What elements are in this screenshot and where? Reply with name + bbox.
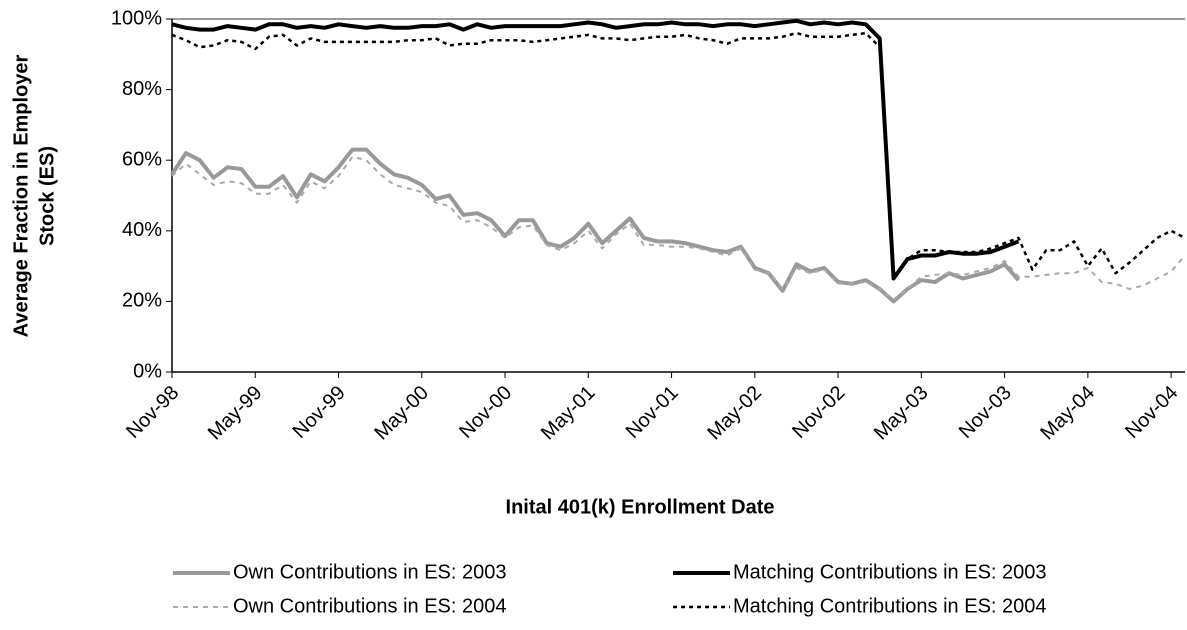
series-line	[171, 18, 1020, 281]
x-tick-label: Nov-02	[788, 382, 849, 443]
x-tick-label: Nov-03	[955, 382, 1016, 443]
x-tick-label: May-04	[1036, 382, 1099, 445]
y-tick-label: 40%	[122, 219, 162, 241]
x-tick-label: Nov-01	[622, 382, 683, 443]
y-tick-label: 80%	[122, 78, 162, 100]
legend-label: Own Contributions in ES: 2003	[233, 561, 507, 583]
y-tick-label: 100%	[111, 7, 162, 29]
legend-label: Matching Contributions in ES: 2004	[733, 595, 1047, 617]
x-tick-label: Nov-00	[455, 382, 516, 443]
y-tick-label: 20%	[122, 290, 162, 312]
y-axis-label: Stock (ES)	[36, 146, 58, 246]
x-tick-label: May-03	[870, 382, 933, 445]
x-axis-label: Inital 401(k) Enrollment Date	[506, 496, 775, 518]
y-axis-label: Average Fraction in Employer	[10, 54, 32, 337]
x-tick-label: Nov-04	[1121, 382, 1182, 443]
x-tick-label: May-00	[370, 382, 433, 445]
y-tick-label: 0%	[133, 360, 162, 382]
x-tick-label: Nov-98	[122, 382, 183, 443]
series-line	[171, 31, 1186, 278]
y-tick-label: 60%	[122, 148, 162, 170]
x-tick-label: May-02	[703, 382, 766, 445]
legend-label: Own Contributions in ES: 2004	[233, 595, 507, 617]
series-line	[171, 155, 1186, 301]
x-tick-label: May-01	[537, 382, 600, 445]
x-tick-label: Nov-99	[289, 382, 350, 443]
x-tick-label: May-99	[204, 382, 267, 445]
legend-label: Matching Contributions in ES: 2003	[733, 561, 1047, 583]
